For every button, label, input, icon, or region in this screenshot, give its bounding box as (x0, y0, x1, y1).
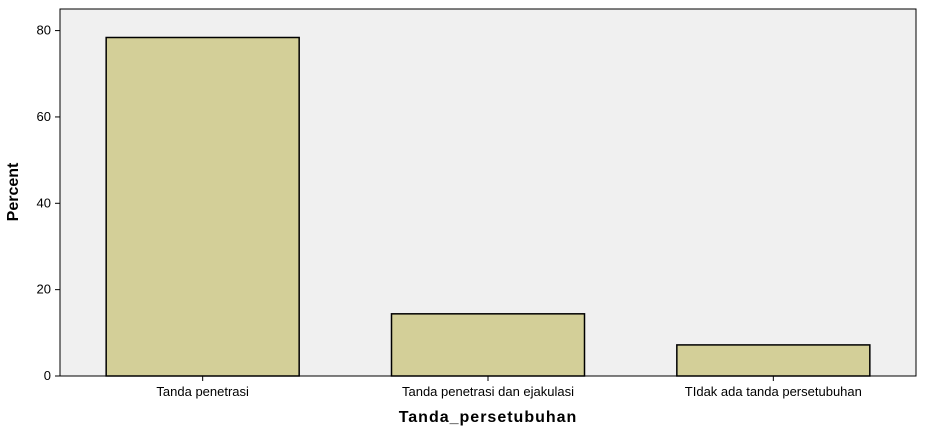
y-tick-label: 0 (44, 368, 51, 383)
x-tick-label: Tanda penetrasi dan ejakulasi (402, 384, 574, 399)
bar (676, 344, 871, 377)
y-tick-label: 60 (37, 109, 51, 124)
y-tick-label: 20 (37, 282, 51, 297)
bars (105, 36, 871, 377)
x-tick-label: Tanda penetrasi (156, 384, 249, 399)
x-tick-label: TIdak ada tanda persetubuhan (685, 384, 862, 399)
y-tick-label: 40 (37, 195, 51, 210)
bar (105, 36, 300, 377)
x-axis: Tanda penetrasi Tanda penetrasi dan ejaku… (156, 376, 862, 399)
x-axis-title: Tanda_persetubuhan (399, 409, 578, 426)
y-axis: 0 20 40 60 80 (37, 23, 60, 383)
y-axis-title: Percent (5, 162, 22, 221)
y-tick-label: 80 (37, 23, 51, 38)
bar (390, 313, 586, 377)
